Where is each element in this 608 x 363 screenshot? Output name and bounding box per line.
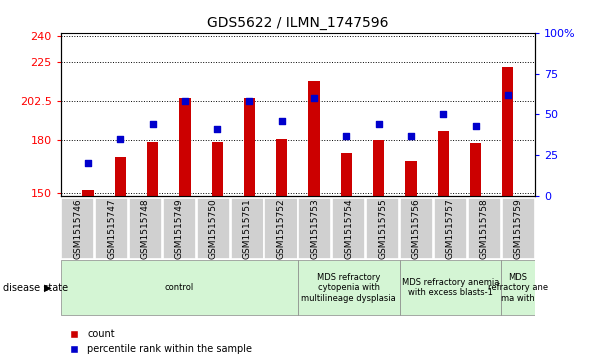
Point: [277, 118, 286, 124]
Point: [438, 111, 448, 117]
Bar: [147, 142, 158, 196]
Point: [83, 160, 93, 166]
Point: [309, 95, 319, 101]
Bar: [196, 199, 230, 259]
Point: [148, 121, 157, 127]
Legend: count, percentile rank within the sample: count, percentile rank within the sample: [66, 326, 256, 358]
Bar: [179, 98, 190, 196]
Bar: [340, 152, 352, 196]
Text: GSM1515754: GSM1515754: [344, 198, 353, 259]
Text: GSM1515758: GSM1515758: [480, 198, 489, 259]
Text: GSM1515753: GSM1515753: [310, 198, 319, 259]
Point: [342, 132, 351, 138]
Text: ▶: ▶: [44, 283, 52, 293]
Text: GSM1515757: GSM1515757: [446, 198, 455, 259]
Bar: [400, 199, 433, 259]
Point: [116, 136, 125, 142]
Bar: [502, 68, 514, 196]
Point: [374, 121, 384, 127]
Text: GSM1515751: GSM1515751: [243, 198, 252, 259]
Bar: [438, 131, 449, 196]
Bar: [95, 199, 128, 259]
Point: [503, 92, 513, 98]
Point: [180, 98, 190, 104]
Bar: [61, 199, 94, 259]
Bar: [276, 139, 288, 196]
Bar: [264, 199, 297, 259]
Bar: [115, 157, 126, 196]
Title: GDS5622 / ILMN_1747596: GDS5622 / ILMN_1747596: [207, 16, 389, 30]
Bar: [373, 139, 384, 196]
Point: [244, 98, 254, 104]
Text: MDS refractory anemia
with excess blasts-1: MDS refractory anemia with excess blasts…: [402, 278, 499, 297]
Bar: [244, 98, 255, 196]
Text: MDS refractory
cytopenia with
multilineage dysplasia: MDS refractory cytopenia with multilinea…: [302, 273, 396, 303]
Point: [471, 123, 480, 129]
Text: MDS
refractory ane
ma with: MDS refractory ane ma with: [488, 273, 548, 303]
Text: GSM1515747: GSM1515747: [107, 198, 116, 259]
Text: GSM1515748: GSM1515748: [141, 198, 150, 259]
Text: GSM1515752: GSM1515752: [277, 198, 286, 259]
Bar: [502, 199, 534, 259]
Text: GSM1515749: GSM1515749: [175, 198, 184, 259]
Bar: [468, 199, 501, 259]
Text: disease state: disease state: [3, 283, 68, 293]
Text: GSM1515756: GSM1515756: [412, 198, 421, 259]
Bar: [332, 199, 365, 259]
Text: GSM1515750: GSM1515750: [209, 198, 218, 259]
Bar: [61, 260, 298, 315]
Bar: [129, 199, 162, 259]
Bar: [163, 199, 196, 259]
Point: [212, 126, 222, 132]
Bar: [230, 199, 264, 259]
Text: GSM1515746: GSM1515746: [73, 198, 82, 259]
Bar: [299, 199, 331, 259]
Bar: [212, 142, 223, 196]
Bar: [298, 260, 399, 315]
Bar: [308, 81, 320, 196]
Text: GSM1515755: GSM1515755: [378, 198, 387, 259]
Bar: [434, 199, 467, 259]
Text: GSM1515759: GSM1515759: [514, 198, 523, 259]
Bar: [470, 143, 481, 196]
Bar: [399, 260, 501, 315]
Bar: [406, 161, 416, 196]
Text: control: control: [165, 283, 194, 292]
Bar: [366, 199, 399, 259]
Bar: [501, 260, 535, 315]
Bar: [82, 190, 94, 196]
Point: [406, 132, 416, 138]
